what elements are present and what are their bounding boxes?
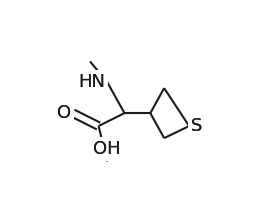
Text: HN: HN [78, 73, 106, 91]
Text: S: S [191, 117, 202, 135]
Text: HN: HN [78, 73, 106, 91]
Text: O: O [57, 104, 71, 122]
Text: O: O [57, 104, 71, 122]
Text: S: S [191, 117, 202, 135]
Text: OH: OH [93, 140, 121, 158]
Text: OH: OH [93, 140, 121, 158]
